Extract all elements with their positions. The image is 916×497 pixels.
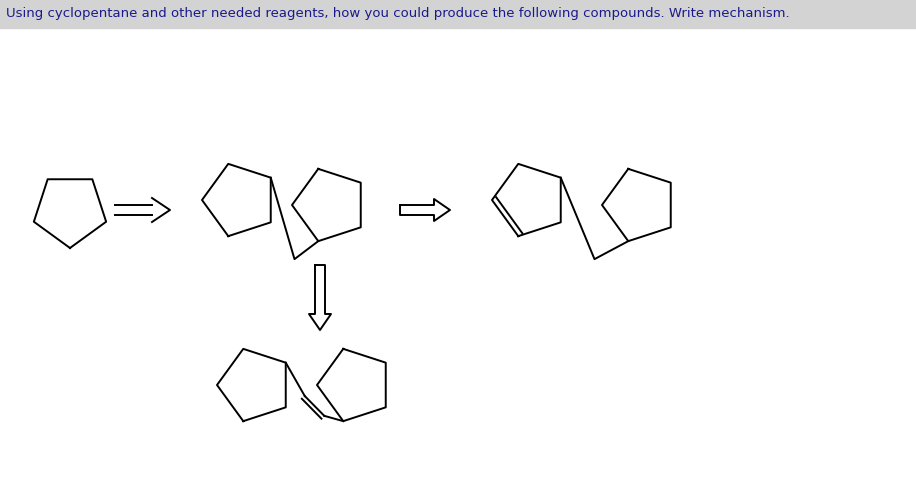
Polygon shape [309, 265, 331, 330]
Bar [0, 0, 916, 28]
Polygon shape [400, 199, 450, 221]
Text: Using cyclopentane and other needed reagents, how you could produce the followin: Using cyclopentane and other needed reag… [6, 7, 790, 20]
